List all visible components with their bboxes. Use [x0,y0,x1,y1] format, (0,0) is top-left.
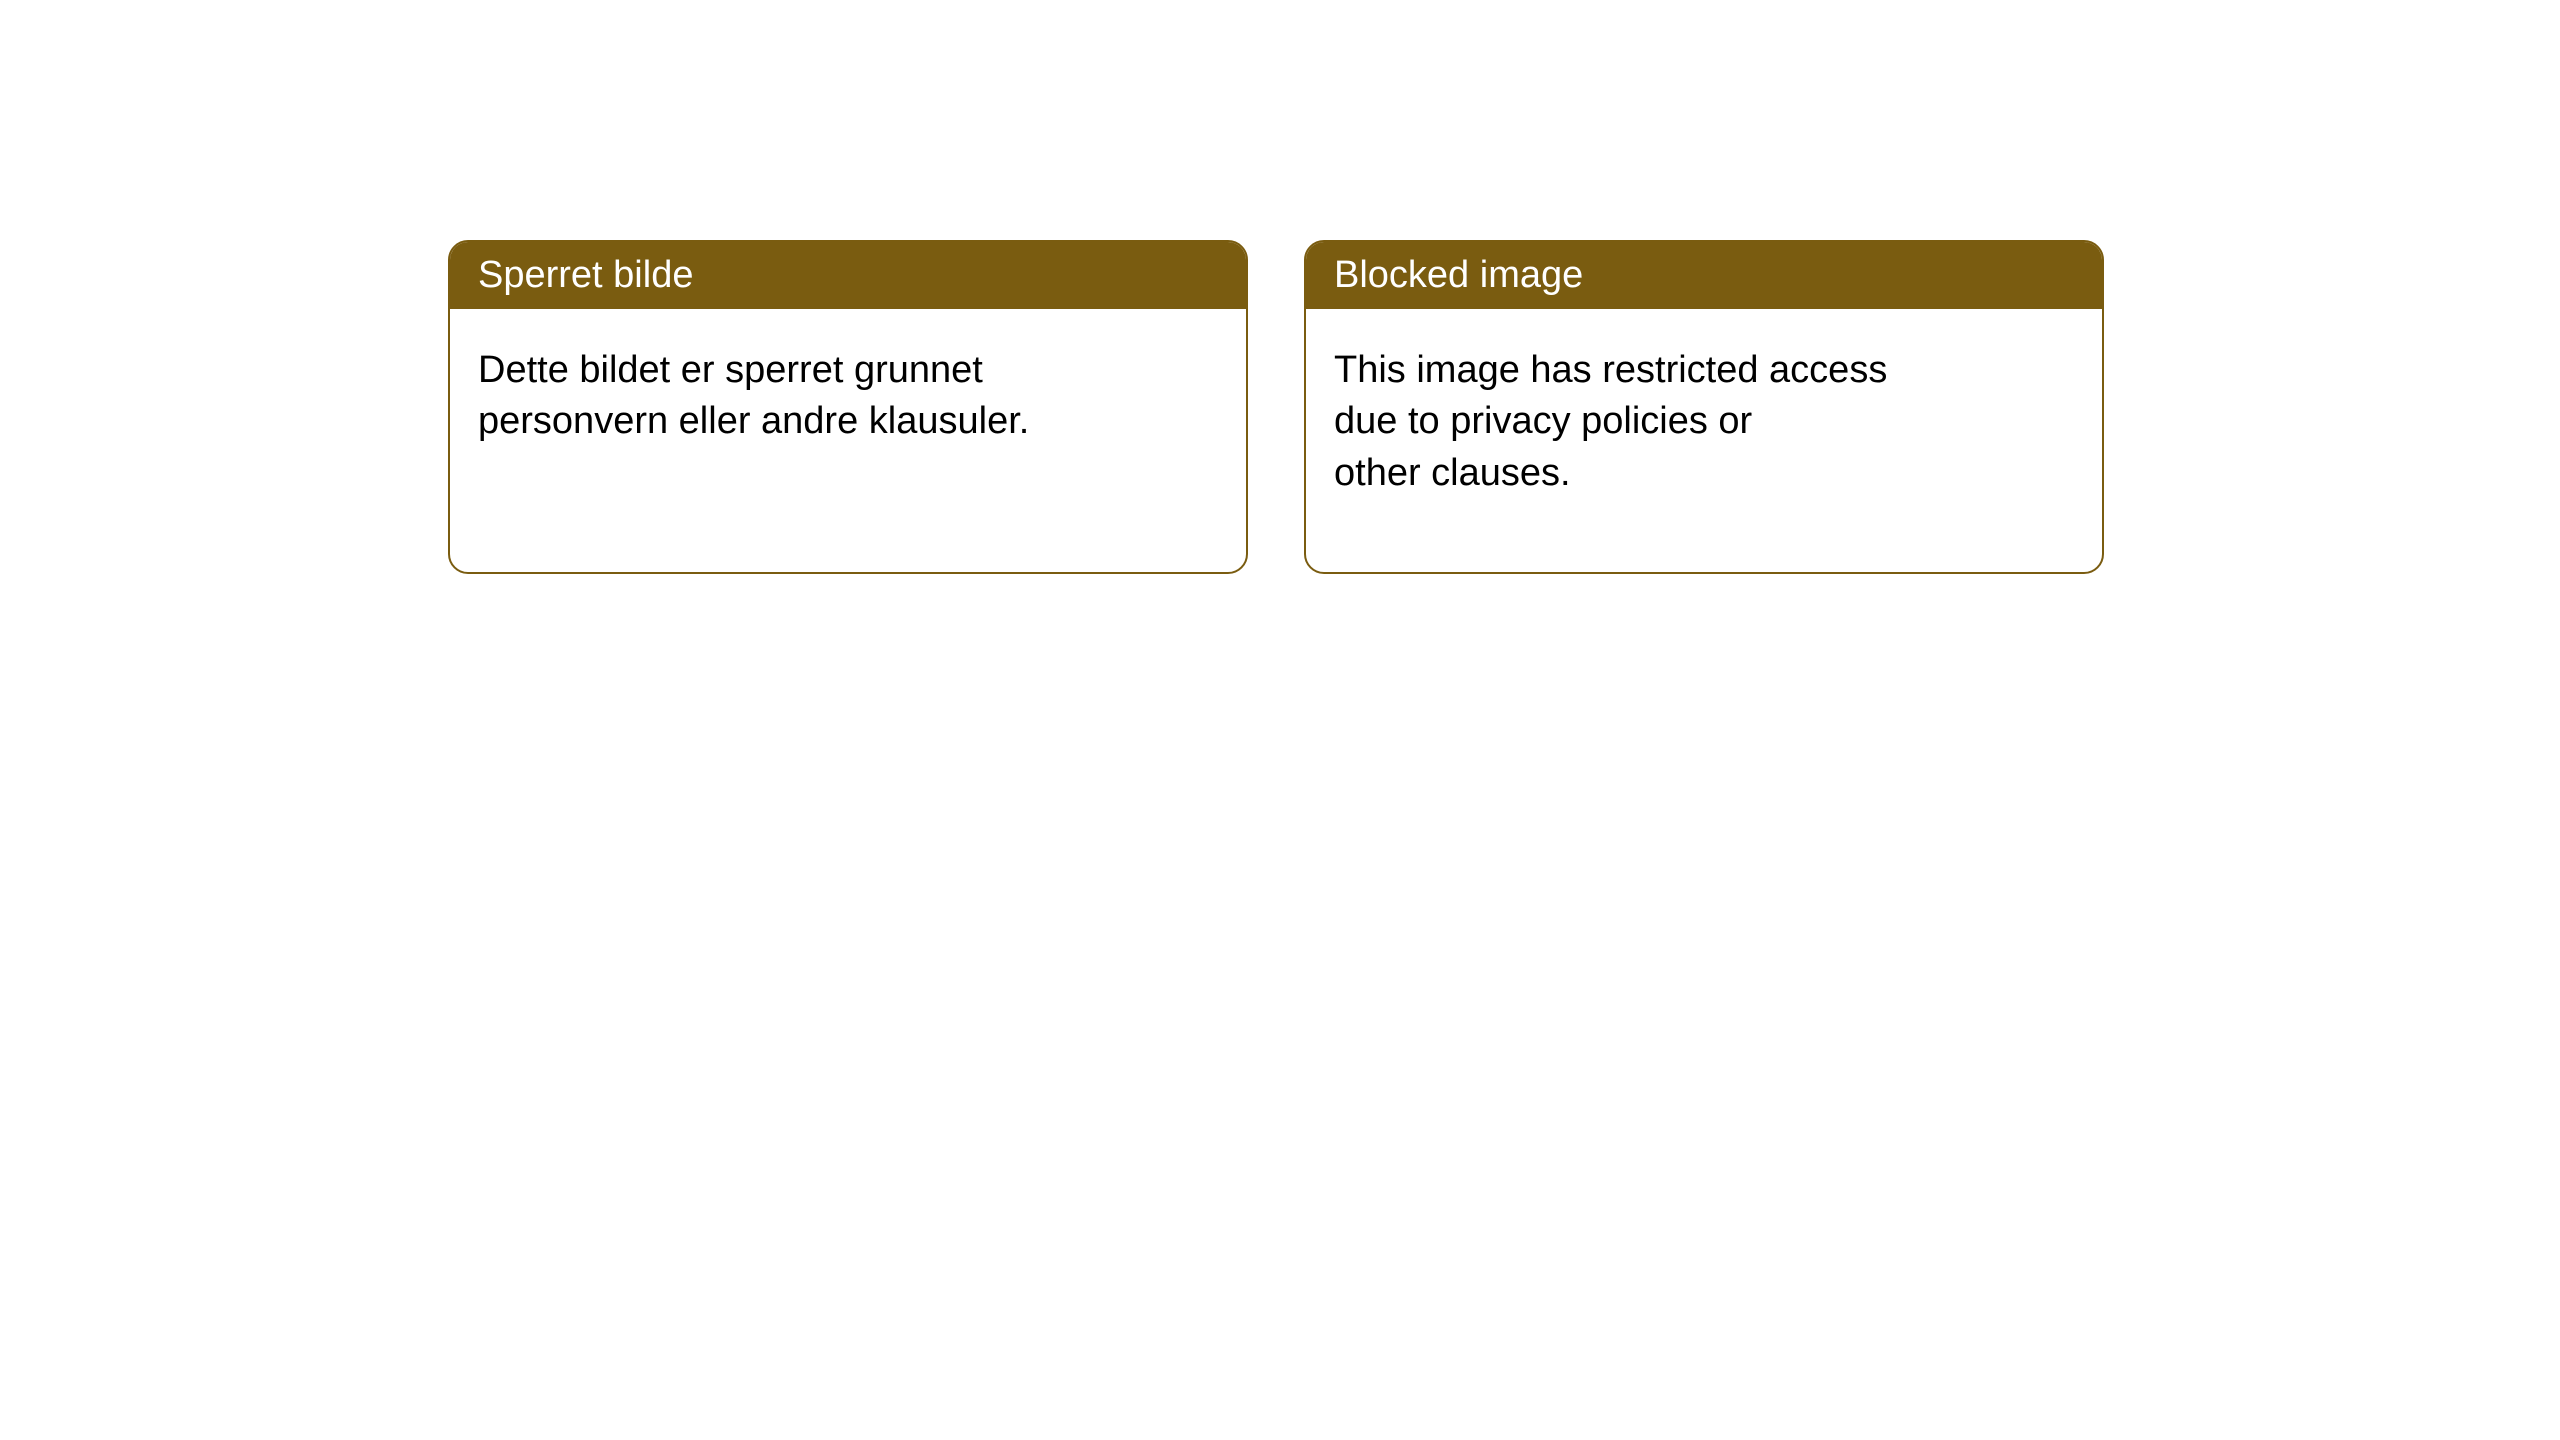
notice-card-norwegian: Sperret bilde Dette bildet er sperret gr… [448,240,1248,574]
notice-title-norwegian: Sperret bilde [450,242,1246,309]
notice-body-norwegian: Dette bildet er sperret grunnet personve… [450,309,1246,484]
notice-body-english: This image has restricted access due to … [1306,309,2102,535]
notice-title-english: Blocked image [1306,242,2102,309]
notice-card-english: Blocked image This image has restricted … [1304,240,2104,574]
notice-container: Sperret bilde Dette bildet er sperret gr… [0,0,2560,574]
